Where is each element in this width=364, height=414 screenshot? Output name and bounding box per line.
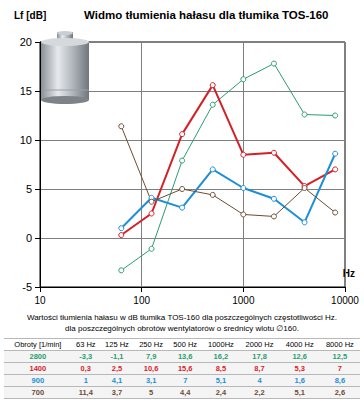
html-text:Wartości tłumienia hałasu w dB: Wartości tłumienia hałasu w dB tłumika T… [26,313,338,322]
html-text:7: 7 [337,364,342,373]
html-text:8000 Hz: 8000 Hz [325,340,354,349]
html-text:0,3: 0,3 [80,364,91,373]
html-text:dla poszczególnych obrotów wen: dla poszczególnych obrotów wentylatorów … [65,324,299,333]
html-text:16,2: 16,2 [213,352,229,361]
svg-text:100: 100 [133,295,150,306]
html-text:250 Hz: 250 Hz [139,340,163,349]
svg-text:15: 15 [20,85,32,97]
html-text:2800: 2800 [29,352,47,361]
html-text:2,6: 2,6 [334,388,346,397]
svg-text:10000: 10000 [331,295,359,306]
html-text:13,6: 13,6 [177,352,193,361]
html-text:-3,3: -3,3 [79,352,93,361]
html-text:Obroty [1/min]: Obroty [1/min] [14,340,62,349]
html-text:11,4: 11,4 [78,388,93,397]
html-text:900: 900 [31,376,45,385]
svg-text:0: 0 [26,232,32,244]
html-text:8,7: 8,7 [254,364,265,373]
html-text:125 Hz: 125 Hz [105,340,129,349]
svg-text:1000: 1000 [232,295,255,306]
html-text:12,6: 12,6 [292,352,307,361]
svg-text:10: 10 [34,295,46,306]
svg-text:5: 5 [26,183,32,195]
html-text:3,1: 3,1 [145,376,157,385]
html-text:7,9: 7,9 [145,352,157,361]
html-text:17,8: 17,8 [252,352,267,361]
html-text:700: 700 [31,388,45,397]
html-text:15,6: 15,6 [177,364,193,373]
svg-text:-5: -5 [22,281,32,293]
html-text:1400: 1400 [29,364,47,373]
html-text:5,3: 5,3 [294,364,305,373]
html-text:8,5: 8,5 [215,364,227,373]
html-text:4000 Hz: 4000 Hz [285,340,314,349]
html-text:1000Hz: 1000Hz [208,340,234,349]
html-text:10,6: 10,6 [143,364,159,373]
html-text:7: 7 [183,376,188,385]
html-text:12,5: 12,5 [332,352,348,361]
html-text:2,2: 2,2 [254,388,265,397]
html-text:2,5: 2,5 [111,364,123,373]
html-text:63 Hz: 63 Hz [76,340,96,349]
html-text:5,1: 5,1 [294,388,305,397]
html-text:5: 5 [149,388,154,397]
svg-text:Widmo tłumienia hałasu dla tłu: Widmo tłumienia hałasu dla tłumika TOS-1… [84,9,328,21]
html-text:5,1: 5,1 [215,376,227,385]
html-text:1,6: 1,6 [294,376,305,385]
html-text:500 Hz: 500 Hz [173,340,198,349]
html-text:4,4: 4,4 [180,388,191,397]
html-text:1: 1 [83,376,88,385]
html-text:2,4: 2,4 [215,388,227,397]
html-text:-1,1: -1,1 [110,352,124,361]
svg-text:Lf [dB]: Lf [dB] [14,10,46,21]
html-text:3,7: 3,7 [111,388,123,397]
html-text:2000 Hz: 2000 Hz [245,340,274,349]
svg-text:20: 20 [20,36,32,48]
html-text:8,6: 8,6 [334,376,346,385]
svg-text:Hz: Hz [343,268,355,279]
html-text:4,1: 4,1 [111,376,123,385]
svg-text:10: 10 [20,134,32,146]
html-text:4: 4 [257,376,262,385]
